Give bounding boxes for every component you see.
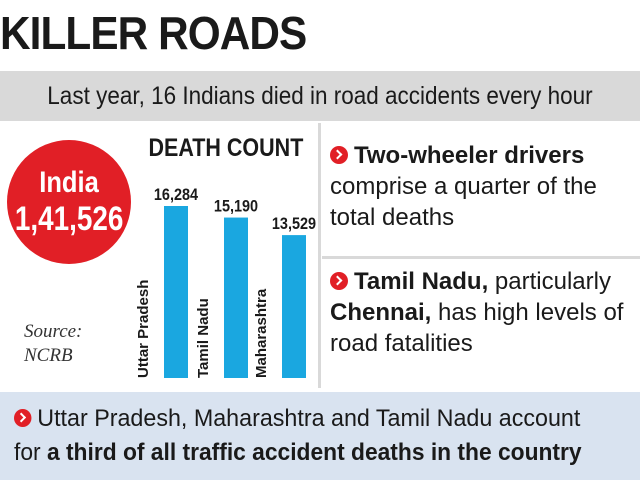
arrow-bullet-icon <box>14 409 32 427</box>
footer-line1: Uttar Pradesh, Maharashtra and Tamil Nad… <box>37 405 581 432</box>
horizontal-divider <box>322 256 640 259</box>
note-bold: Two-wheeler drivers <box>354 142 585 169</box>
footer-prefix: for <box>14 439 47 466</box>
subtitle-band: Last year, 16 Indians died in road accid… <box>0 71 640 121</box>
source-note: Source: NCRB <box>24 320 104 368</box>
death-count-chart: 16,284 Uttar Pradesh 15,190 Tamil Nadu 13,52… <box>135 186 316 378</box>
note-two-wheeler: Two-wheeler drivers comprise a quarter o… <box>330 140 630 233</box>
bar-tamil-nadu <box>224 217 248 378</box>
note-text: particularly <box>488 268 611 295</box>
bar-value-label: 15,190 <box>214 198 258 216</box>
footer-bold: a third of all traffic accident deaths i… <box>46 439 582 466</box>
note-text-line: road fatalities <box>330 330 473 357</box>
chart-title: DEATH COUNT <box>148 134 304 162</box>
source-name: NCRB <box>24 345 73 366</box>
category-label: Maharashtra <box>253 288 270 378</box>
note-bold: Chennai, <box>330 299 432 326</box>
bar-value-label: 13,529 <box>272 215 316 233</box>
note-text-line: comprise a quarter of the <box>330 173 597 200</box>
category-label: Uttar Pradesh <box>135 280 152 378</box>
arrow-bullet-icon <box>330 272 348 290</box>
arrow-bullet-icon <box>330 146 348 164</box>
subtitle: Last year, 16 Indians died in road accid… <box>47 81 593 110</box>
footer-text: Uttar Pradesh, Maharashtra and Tamil Nad… <box>14 402 634 470</box>
vertical-divider <box>318 123 321 388</box>
bar-uttar-pradesh <box>164 206 188 378</box>
bar-maharashtra <box>282 235 306 378</box>
source-label: Source: <box>24 321 83 342</box>
page-title: KILLER ROADS <box>0 7 307 59</box>
total-circle: India 1,41,526 <box>7 140 131 264</box>
footer-band <box>0 392 640 480</box>
note-bold: Tamil Nadu, <box>354 268 489 295</box>
note-text: has high levels of <box>431 299 624 326</box>
total-label: India <box>39 166 99 199</box>
total-value: 1,41,526 <box>14 200 124 238</box>
category-label: Tamil Nadu <box>195 298 212 378</box>
bar-value-label: 16,284 <box>154 186 198 204</box>
note-text-line: total deaths <box>330 204 455 231</box>
note-tamil-nadu: Tamil Nadu, particularly Chennai, has hi… <box>330 266 630 359</box>
